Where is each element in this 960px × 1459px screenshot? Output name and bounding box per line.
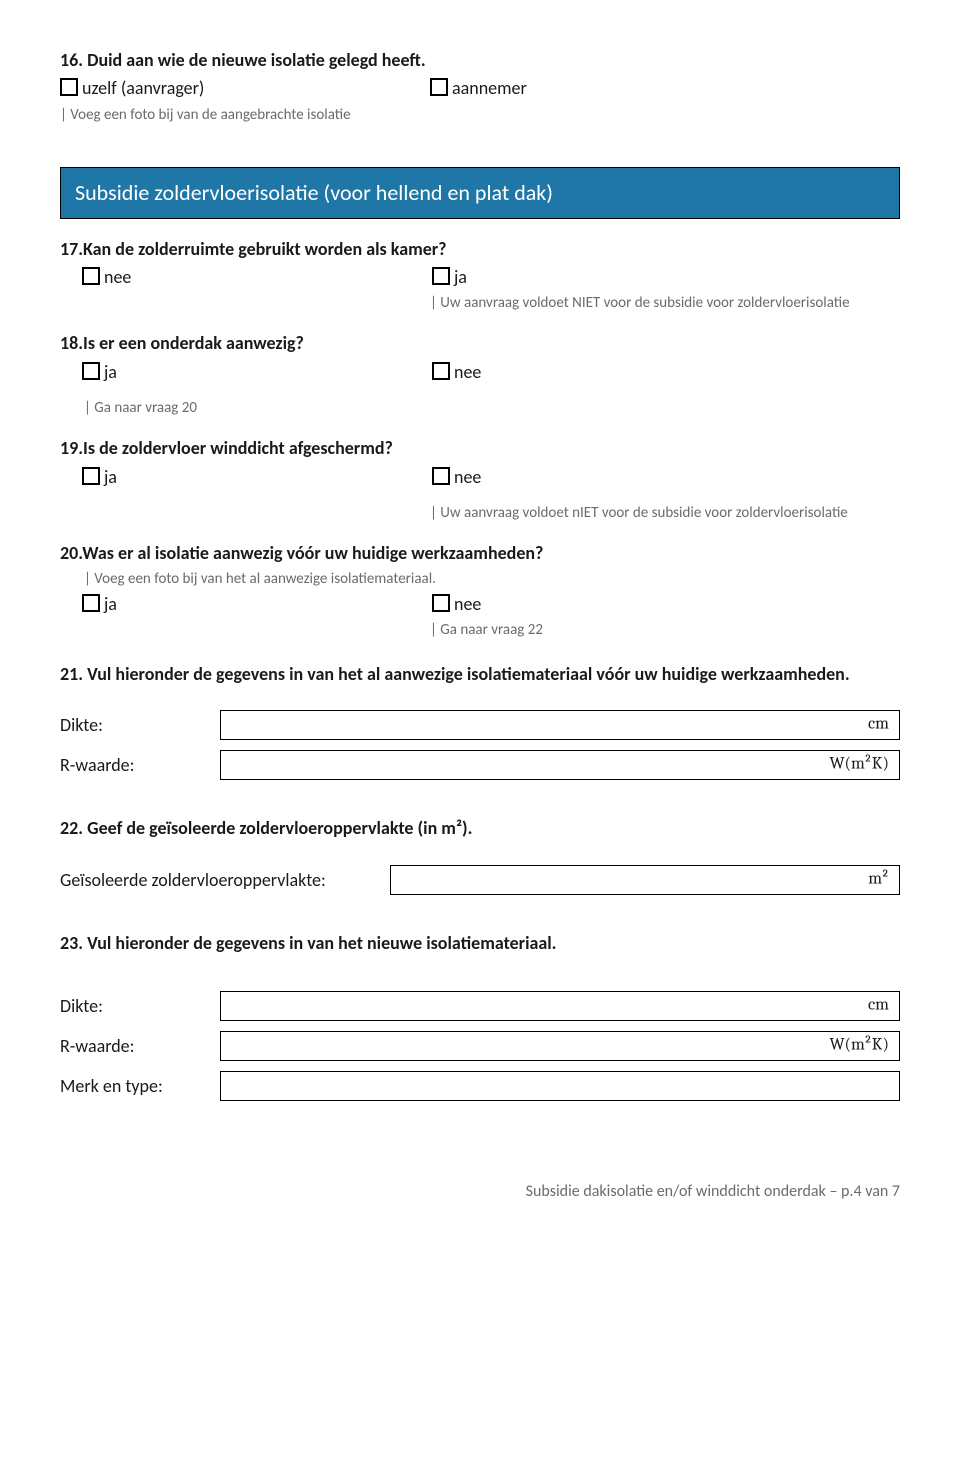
q22-row: Geïsoleerde zoldervloeroppervlakte: m² [60,865,900,895]
q23-dikte-input[interactable]: cm [220,991,900,1021]
q23-dikte-row: Dikte: cm [60,991,900,1021]
q20-opt1-label: ja [104,592,117,616]
q19-checkbox-ja[interactable] [82,467,100,485]
q16-opt2-label: aannemer [452,76,527,100]
q22-field-label: Geïsoleerde zoldervloeroppervlakte: [60,868,390,892]
q21-label: 21. Vul hieronder de gegevens in van het… [88,662,900,686]
q18-checkbox-nee[interactable] [432,362,450,380]
page-footer: Subsidie dakisolatie en/of winddicht ond… [60,1181,900,1203]
q21-r-input[interactable]: W(m²K) [220,750,900,780]
q20-subnote: | Voeg een foto bij van het al aanwezige… [84,569,900,589]
q16-options: uzelf (aanvrager) aannemer [60,76,900,100]
section-header: Subsidie zoldervloerisolatie (voor helle… [60,167,900,219]
q21-dikte-row: Dikte: cm [60,710,900,740]
q16-opt1-label: uzelf (aanvrager) [82,76,204,100]
q17-options: nee ja [82,265,900,289]
q23-r-row: R-waarde: W(m²K) [60,1031,900,1061]
q18-options: ja nee [82,360,900,384]
q23-r-input[interactable]: W(m²K) [220,1031,900,1061]
q19-opt1-label: ja [104,465,117,489]
q16-label: 16. Duid aan wie de nieuwe isolatie gele… [60,48,900,72]
q20-options: ja nee [82,592,900,616]
q23-merk-row: Merk en type: [60,1071,900,1101]
q20-label: 20.Was er al isolatie aanwezig vóór uw h… [60,541,900,565]
q22-input[interactable]: m² [390,865,900,895]
q20-opt2-label: nee [454,592,481,616]
q21-dikte-input[interactable]: cm [220,710,900,740]
q18-label: 18.Is er een onderdak aanwezig? [60,331,900,355]
q23-merk-label: Merk en type: [60,1074,220,1098]
q19-label: 19.Is de zoldervloer winddicht afgescher… [60,436,900,460]
q22-unit: m² [868,868,889,891]
q18-checkbox-ja[interactable] [82,362,100,380]
q23-label: 23. Vul hieronder de gegevens in van het… [60,931,900,955]
q19-note: | Uw aanvraag voldoet nIET voor de subsi… [430,503,850,523]
q21-r-label: R-waarde: [60,753,220,777]
q20-checkbox-ja[interactable] [82,594,100,612]
q19-options: ja nee [82,465,900,489]
q18-opt2-label: nee [454,360,481,384]
q23-dikte-unit: cm [868,995,889,1018]
q19-checkbox-nee[interactable] [432,467,450,485]
q18-note: | Ga naar vraag 20 [84,398,900,418]
q20-note: | Ga naar vraag 22 [430,620,850,640]
q16-note: | Voeg een foto bij van de aangebrachte … [60,105,900,125]
q22-label: 22. Geef de geïsoleerde zoldervloeropper… [60,816,900,840]
q21-dikte-unit: cm [868,714,889,737]
q16-checkbox-aannemer[interactable] [430,78,448,96]
q20-checkbox-nee[interactable] [432,594,450,612]
q23-merk-input[interactable] [220,1071,900,1101]
q17-checkbox-nee[interactable] [82,267,100,285]
q17-note: | Uw aanvraag voldoet NIET voor de subsi… [430,293,850,313]
q23-r-unit: W(m²K) [829,1035,889,1058]
q17-opt1-label: nee [104,265,131,289]
q17-opt2-label: ja [454,265,467,289]
q16-checkbox-uzelf[interactable] [60,78,78,96]
q21-r-row: R-waarde: W(m²K) [60,750,900,780]
q23-dikte-label: Dikte: [60,994,220,1018]
q21-r-unit: W(m²K) [829,754,889,777]
q17-checkbox-ja[interactable] [432,267,450,285]
q17-label: 17.Kan de zolderruimte gebruikt worden a… [60,237,900,261]
q19-opt2-label: nee [454,465,481,489]
q18-opt1-label: ja [104,360,117,384]
q21-dikte-label: Dikte: [60,713,220,737]
q23-r-label: R-waarde: [60,1034,220,1058]
